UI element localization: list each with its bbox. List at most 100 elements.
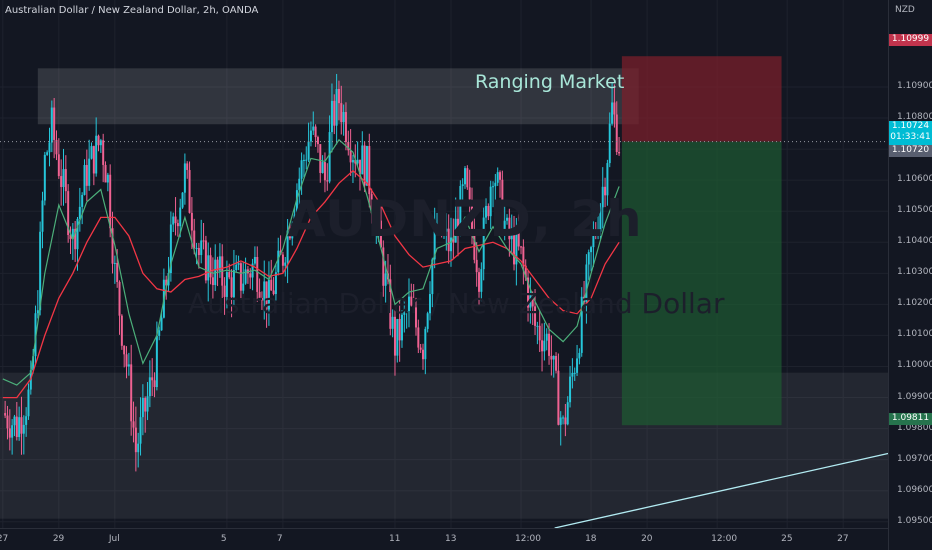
candle-body[interactable] xyxy=(277,250,280,273)
candle-body[interactable] xyxy=(501,179,504,231)
candle-body[interactable] xyxy=(39,231,42,311)
candle-body[interactable] xyxy=(337,88,340,104)
candle-body[interactable] xyxy=(564,417,567,425)
candle-body[interactable] xyxy=(120,315,123,346)
candle-body[interactable] xyxy=(340,103,343,123)
candle-body[interactable] xyxy=(34,313,37,357)
candle-body[interactable] xyxy=(492,186,495,188)
candle-body[interactable] xyxy=(365,146,368,186)
candle-body[interactable] xyxy=(566,402,569,425)
candle-body[interactable] xyxy=(97,135,100,146)
candle-body[interactable] xyxy=(571,372,574,377)
candle-body[interactable] xyxy=(137,443,140,453)
candle-body[interactable] xyxy=(548,333,551,356)
candle-body[interactable] xyxy=(344,112,347,142)
candle-body[interactable] xyxy=(445,228,448,232)
candle-body[interactable] xyxy=(597,231,600,235)
candle-body[interactable] xyxy=(267,279,270,310)
candle-body[interactable] xyxy=(71,228,74,240)
candle-body[interactable] xyxy=(552,356,555,360)
candle-body[interactable] xyxy=(253,257,256,264)
candle-body[interactable] xyxy=(578,352,581,359)
candle-body[interactable] xyxy=(487,205,490,217)
candle-body[interactable] xyxy=(384,273,387,286)
candle-body[interactable] xyxy=(347,141,350,151)
candle-body[interactable] xyxy=(249,273,252,278)
candle-body[interactable] xyxy=(312,126,315,131)
candle-body[interactable] xyxy=(160,317,163,331)
candle-body[interactable] xyxy=(85,164,88,186)
candle-body[interactable] xyxy=(354,160,357,164)
candle-body[interactable] xyxy=(414,307,417,328)
candle-body[interactable] xyxy=(349,150,352,163)
candle-body[interactable] xyxy=(272,290,275,295)
candle-body[interactable] xyxy=(316,137,319,145)
candle-body[interactable] xyxy=(83,164,86,195)
candle-body[interactable] xyxy=(389,279,392,329)
candle-body[interactable] xyxy=(375,222,378,229)
candle-body[interactable] xyxy=(440,212,443,235)
candle-body[interactable] xyxy=(216,259,219,271)
candle-body[interactable] xyxy=(585,264,588,303)
candle-body[interactable] xyxy=(393,316,396,356)
candle-body[interactable] xyxy=(438,212,441,227)
candle-body[interactable] xyxy=(536,325,539,327)
candle-body[interactable] xyxy=(594,233,597,235)
candle-body[interactable] xyxy=(99,140,102,146)
candle-body[interactable] xyxy=(433,228,436,260)
candle-body[interactable] xyxy=(529,294,532,308)
candle-body[interactable] xyxy=(113,262,116,264)
candle-body[interactable] xyxy=(506,217,509,221)
candle-body[interactable] xyxy=(25,416,28,425)
candle-body[interactable] xyxy=(368,146,371,195)
candle-body[interactable] xyxy=(41,200,44,232)
candle-body[interactable] xyxy=(478,272,481,292)
candle-body[interactable] xyxy=(461,184,464,187)
candle-body[interactable] xyxy=(417,327,420,348)
candle-body[interactable] xyxy=(151,377,154,381)
candle-body[interactable] xyxy=(428,294,431,314)
candle-body[interactable] xyxy=(377,220,380,223)
candle-body[interactable] xyxy=(64,169,67,192)
symbol-title[interactable]: Australian Dollar / New Zealand Dollar, … xyxy=(5,5,259,16)
candle-body[interactable] xyxy=(22,424,25,434)
candle-body[interactable] xyxy=(450,237,453,252)
candle-body[interactable] xyxy=(613,102,616,115)
candle-body[interactable] xyxy=(95,135,98,174)
candle-body[interactable] xyxy=(274,272,277,295)
candle-body[interactable] xyxy=(326,180,329,182)
candle-body[interactable] xyxy=(396,318,399,356)
candle-body[interactable] xyxy=(13,416,16,426)
candle-body[interactable] xyxy=(400,314,403,341)
candle-body[interactable] xyxy=(471,199,474,230)
candle-body[interactable] xyxy=(314,126,317,138)
candle-body[interactable] xyxy=(53,107,56,140)
candle-body[interactable] xyxy=(235,264,238,271)
candle-body[interactable] xyxy=(130,364,133,422)
candle-body[interactable] xyxy=(499,172,502,180)
candle-body[interactable] xyxy=(55,139,58,155)
candle-body[interactable] xyxy=(123,345,126,355)
candle-body[interactable] xyxy=(534,306,537,326)
candle-body[interactable] xyxy=(515,231,518,265)
candle-body[interactable] xyxy=(524,265,527,278)
candle-body[interactable] xyxy=(356,159,359,164)
candle-body[interactable] xyxy=(18,417,21,438)
candle-body[interactable] xyxy=(183,163,186,193)
candle-body[interactable] xyxy=(569,376,572,403)
candle-body[interactable] xyxy=(508,217,511,240)
candle-body[interactable] xyxy=(291,224,294,239)
candle-body[interactable] xyxy=(541,340,544,352)
candle-body[interactable] xyxy=(298,178,301,191)
candle-body[interactable] xyxy=(244,269,247,284)
candle-body[interactable] xyxy=(531,294,534,307)
candle-body[interactable] xyxy=(146,396,149,412)
candle-body[interactable] xyxy=(288,230,291,239)
candle-body[interactable] xyxy=(330,100,333,133)
candle-body[interactable] xyxy=(426,313,429,329)
candle-body[interactable] xyxy=(557,370,560,425)
candle-body[interactable] xyxy=(263,281,266,301)
candle-body[interactable] xyxy=(559,417,562,425)
candle-body[interactable] xyxy=(358,159,361,175)
